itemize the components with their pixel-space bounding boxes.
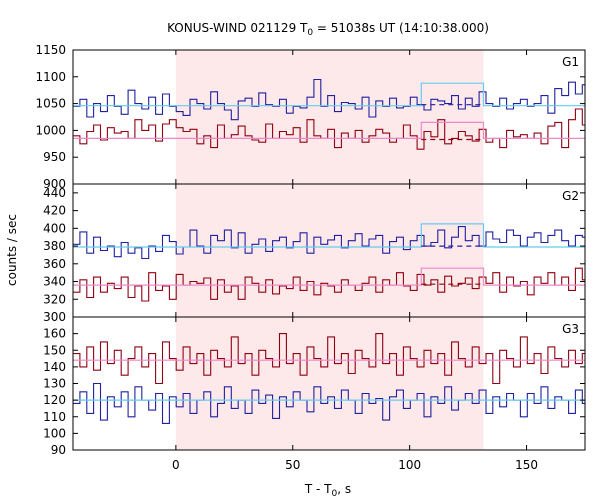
model-step-line xyxy=(73,223,585,248)
y-tick-label: 100 xyxy=(43,426,66,440)
highlight-interval xyxy=(175,317,484,450)
panels-layer: 9009501000105011001150G13003203403603804… xyxy=(35,43,586,472)
panel-g3: 90 100 110 120 130 140 150 160 G3 xyxy=(43,316,586,457)
y-tick-label: 1050 xyxy=(35,97,66,111)
histogram-series xyxy=(73,267,585,302)
panel-label: G3 xyxy=(562,322,579,336)
y-tick-label: 120 xyxy=(43,393,66,407)
y-tick-label: 400 xyxy=(43,221,66,235)
x-axis-label: T - T0, s xyxy=(304,482,351,499)
y-tick-label: 300 xyxy=(43,310,66,324)
y-tick-label: 140 xyxy=(43,360,66,374)
y-tick-label: 150 xyxy=(43,343,66,357)
x-tick-label: 100 xyxy=(398,458,421,472)
panel-g1: 900 950 1000 1050 1100 1150 G1 xyxy=(35,43,586,191)
y-tick-label: 380 xyxy=(43,239,66,253)
chart-title: KONUS-WIND 021129 T0 = 51038s UT (14:10:… xyxy=(167,21,489,38)
highlight-interval xyxy=(175,184,484,317)
x-tick-label: 50 xyxy=(285,458,300,472)
histogram-series xyxy=(73,78,585,121)
panel-label: G2 xyxy=(562,189,579,203)
plot-area xyxy=(73,223,585,302)
plot-area xyxy=(73,333,585,424)
y-tick-label: 950 xyxy=(43,150,66,164)
y-tick-label: 160 xyxy=(43,327,66,341)
y-tick-label: 130 xyxy=(43,377,66,391)
panel-label: G1 xyxy=(562,55,579,69)
y-axis-label: counts / sec xyxy=(5,214,19,286)
model-step-line xyxy=(73,121,585,139)
y-tick-label: 900 xyxy=(43,177,66,191)
model-step-line xyxy=(73,267,585,286)
panel-g2: 300 320 340 360 380 400 420 440 G2 xyxy=(43,183,586,324)
x-tick-label: 0 xyxy=(172,458,180,472)
histogram-series xyxy=(73,226,585,260)
y-tick-label: 1150 xyxy=(35,43,66,57)
plot-area xyxy=(73,78,585,150)
y-tick-label: 420 xyxy=(43,204,66,218)
x-tick-label: 150 xyxy=(515,458,538,472)
y-tick-label: 440 xyxy=(43,186,66,200)
y-tick-label: 90 xyxy=(51,443,66,457)
model-step-line xyxy=(73,82,585,107)
y-tick-label: 320 xyxy=(43,292,66,306)
y-tick-label: 1000 xyxy=(35,123,66,137)
highlight-interval xyxy=(175,50,484,184)
y-tick-label: 360 xyxy=(43,257,66,271)
y-tick-label: 340 xyxy=(43,275,66,289)
y-tick-label: 1100 xyxy=(35,70,66,84)
y-tick-label: 110 xyxy=(43,410,66,424)
